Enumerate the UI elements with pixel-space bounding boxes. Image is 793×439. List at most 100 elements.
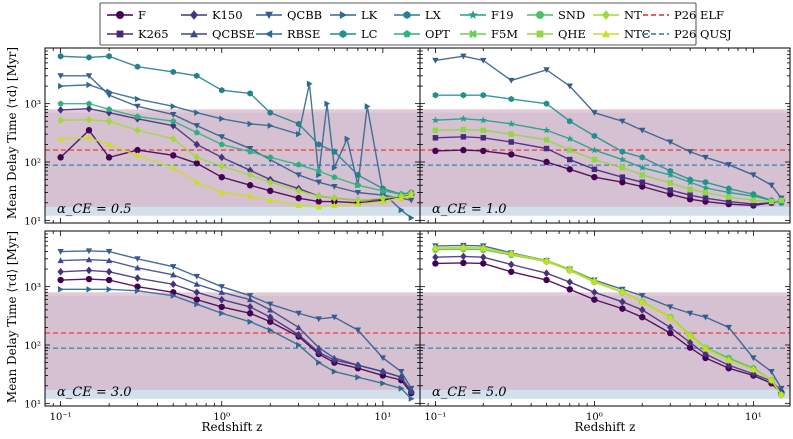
data-point [193,160,200,167]
data-point [508,268,515,275]
data-point [619,164,626,171]
data-point [247,148,254,155]
legend-marker [602,30,610,38]
legend-item-k265: K265 [107,27,169,41]
data-point [354,200,362,207]
data-point [246,296,254,303]
data-point [267,154,274,160]
data-point [267,306,274,313]
data-point [591,166,598,173]
legend-label: QHE [558,27,586,41]
panel-4: 10⁻¹ 10⁰ 10¹ α_CE = 5.0 [419,230,791,423]
data-point [85,127,93,134]
data-point [331,173,338,180]
data-point [134,256,141,263]
data-point [408,388,415,394]
data-point [57,53,64,60]
data-point [170,271,177,278]
data-point [480,91,487,99]
data-point [687,192,693,198]
data-point [667,323,674,332]
data-point [134,103,141,110]
data-point [566,278,573,286]
series-k265 [432,134,785,207]
data-point [687,186,693,193]
data-point [432,57,439,64]
data-point [295,194,302,202]
data-point [315,167,322,174]
band-elf [45,292,420,390]
alpha-annotation: α_CE = 5.0 [432,385,507,400]
data-point [170,134,177,143]
data-point [134,113,141,120]
legend: F K150 QCBB LK LX F19 SND NT P26 ELF K265 QCBSE RBS… [99,2,732,46]
data-point [639,299,646,305]
data-point [86,54,92,61]
legend-marker [190,10,198,20]
data-point [398,385,405,392]
legend-item-p26-qusj: P26 QUSJ [643,27,732,41]
legend-marker [116,11,124,19]
data-point [508,251,515,257]
data-point [702,314,709,321]
data-point [398,374,405,380]
data-point [295,120,302,128]
series-line [435,262,782,394]
data-point [508,77,515,84]
legend-item-opt: OPT [394,27,450,41]
y-tick-label: 10¹ [24,399,41,410]
series-line [60,258,412,392]
data-point [667,329,674,337]
data-point [331,148,338,155]
data-point [295,202,302,208]
data-point [701,184,710,191]
data-point [194,109,200,116]
data-point [432,253,439,262]
data-point [57,257,64,264]
data-point [749,192,758,200]
data-point [354,182,361,188]
data-point [638,163,646,171]
data-point [460,53,467,60]
series-group [57,248,415,402]
legend-label: OPT [425,27,450,41]
data-point [193,129,200,136]
data-point [639,172,645,178]
data-point [543,145,550,152]
x-tick-label: 10⁰ [586,412,603,423]
data-point [725,188,733,196]
data-point [726,194,732,200]
data-point [619,289,626,295]
data-point [591,110,598,116]
data-point [778,391,785,398]
data-point [218,141,225,148]
data-point [591,156,598,163]
data-point [85,115,93,124]
band-elf [45,109,420,207]
alpha-annotation: α_CE = 1.0 [432,202,507,217]
data-point [331,314,338,321]
data-point [725,361,732,370]
plot-frame [419,47,791,224]
data-point [193,179,200,185]
data-point [331,164,338,171]
data-point [702,179,709,186]
series-qcbb [57,248,415,392]
y-tick-label: 10¹ [24,216,41,227]
legend-label: LC [361,27,378,41]
data-point [267,122,274,129]
legend-item-p26-elf: P26 ELF [643,8,724,22]
data-point [566,83,573,90]
series-lk [58,80,415,222]
series-qcbse [57,256,415,394]
data-point [380,380,387,387]
series-group [432,242,785,399]
legend-marker [602,10,610,20]
series-line [435,136,782,205]
data-point [218,284,225,290]
data-point [460,91,467,99]
legend-label: NTC [624,27,651,41]
data-point [247,318,254,325]
data-point [432,127,439,133]
series-lx [57,53,415,198]
